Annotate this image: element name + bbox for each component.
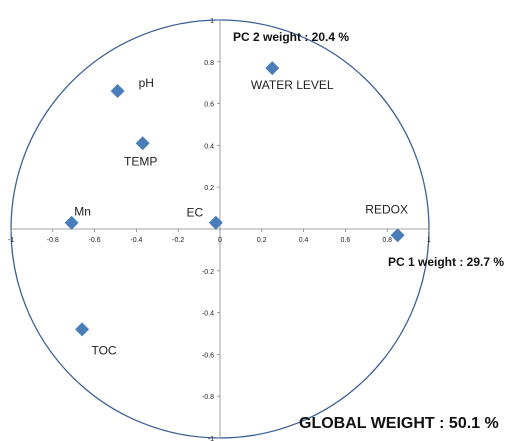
- y-tick-group: 1 0.8 0.6 0.4 0.2 -0.2 -0.4 -0.6 -0.8 -1: [202, 18, 220, 441]
- point-marker-toc: [75, 322, 90, 337]
- point-marker-water-level: [265, 61, 280, 76]
- x-tick-label: 0.6: [341, 237, 351, 244]
- y-tick-label: 0.4: [204, 143, 214, 150]
- y-tick-label: -1: [208, 436, 214, 441]
- y-tick-label: -0.8: [202, 394, 214, 401]
- point-label-ph: pH: [139, 76, 154, 90]
- point-label-temp: TEMP: [124, 154, 157, 168]
- x-tick-group: -1 -0.8 -0.6 -0.4 -0.2 0 0.2 0.4 0.6 0.8 1: [8, 229, 431, 244]
- y-tick-label: -0.2: [202, 269, 214, 276]
- x-tick-label: -1: [8, 237, 14, 244]
- x-tick-label: -0.4: [130, 237, 142, 244]
- y-tick-label: 0.6: [204, 102, 214, 109]
- point-label-redox: REDOX: [365, 202, 408, 216]
- y-tick-label: 0.2: [204, 185, 214, 192]
- x-tick-label: -0.2: [172, 237, 184, 244]
- x-tick-label: 0.8: [382, 237, 392, 244]
- point-label-mn: Mn: [74, 205, 91, 219]
- point-marker-ph: [110, 84, 125, 99]
- y-tick-label: -0.6: [202, 352, 214, 359]
- x-tick-label: 1: [427, 237, 431, 244]
- x-tick-label: 0.2: [257, 237, 267, 244]
- pc1-weight-annotation: PC 1 weight : 29.7 %: [388, 255, 504, 269]
- point-label-group: pH TEMP WATER LEVEL Mn EC REDOX TOC: [74, 76, 408, 357]
- point-marker-ec: [208, 215, 223, 230]
- y-tick-label: -0.4: [202, 311, 214, 318]
- x-tick-label: -0.6: [89, 237, 101, 244]
- y-tick-label: 0.8: [204, 60, 214, 67]
- y-tick-label: 1: [210, 18, 214, 25]
- pc2-weight-annotation: PC 2 weight : 20.4 %: [233, 30, 349, 44]
- point-label-water-level: WATER LEVEL: [251, 78, 334, 92]
- point-label-toc: TOC: [91, 343, 116, 357]
- x-tick-label: 0: [218, 237, 222, 244]
- point-marker-temp: [135, 136, 150, 151]
- point-group: [64, 61, 405, 337]
- x-tick-label: -0.8: [47, 237, 59, 244]
- point-label-ec: EC: [186, 206, 203, 220]
- global-weight-annotation: GLOBAL WEIGHT : 50.1 %: [299, 415, 499, 432]
- point-marker-mn: [64, 215, 79, 230]
- x-tick-label: 0.4: [299, 237, 309, 244]
- point-marker-redox: [390, 228, 405, 243]
